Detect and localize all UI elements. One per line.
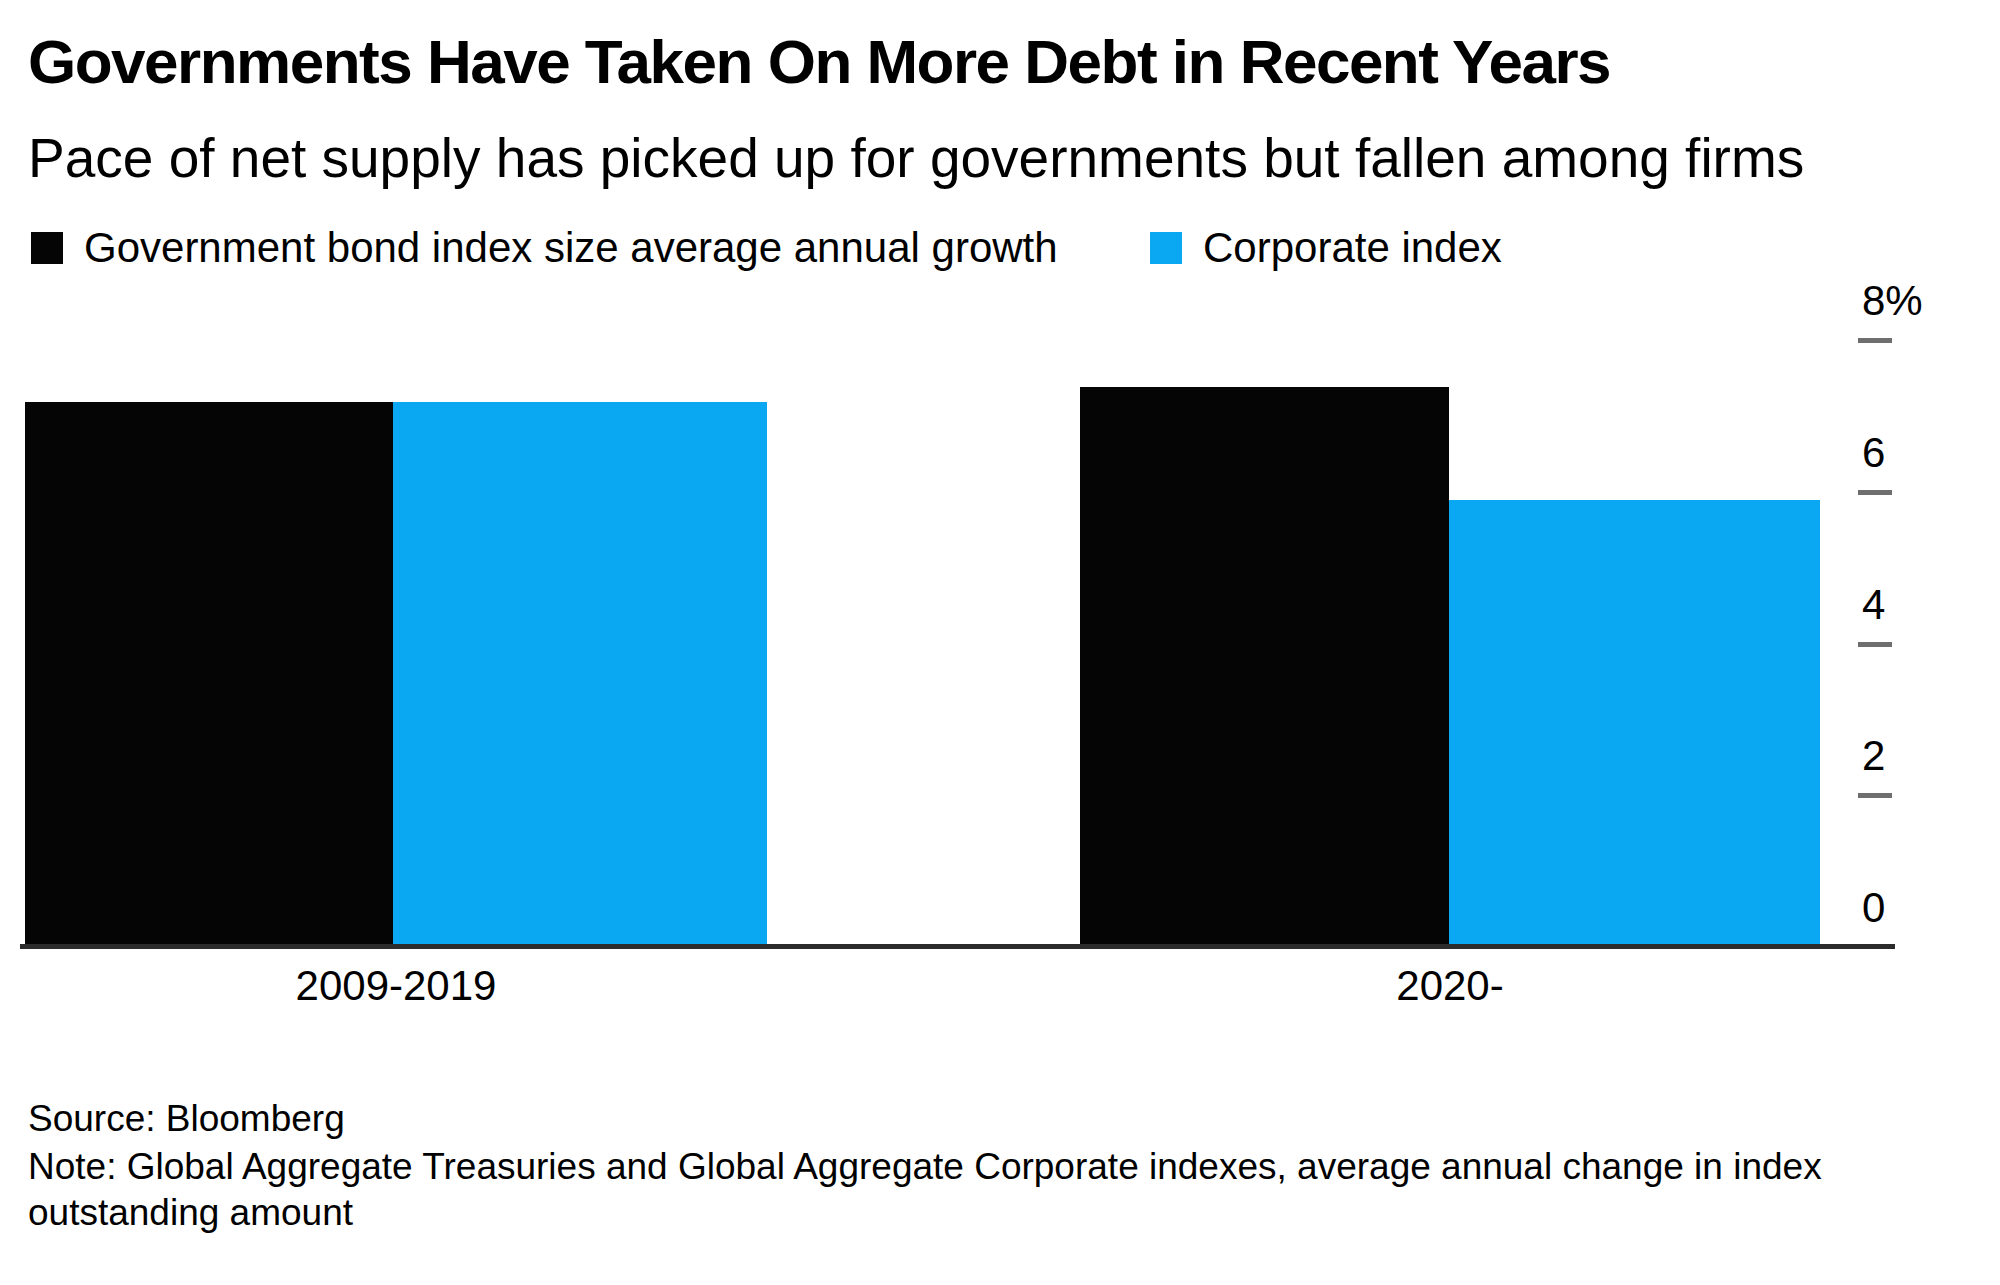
y-axis-tick xyxy=(1858,490,1892,495)
y-axis-label: 4 xyxy=(1862,584,1885,626)
y-axis-tick xyxy=(1858,642,1892,647)
x-axis-label-2009-2019: 2009-2019 xyxy=(296,962,497,1010)
bar-government-2020- xyxy=(1080,387,1449,948)
source-text: Source: Bloomberg xyxy=(28,1098,345,1140)
y-axis-tick xyxy=(1858,338,1892,343)
bar-government-2009-2019 xyxy=(25,402,393,948)
x-axis-label-2020: 2020- xyxy=(1396,962,1503,1010)
note-line-2: outstanding amount xyxy=(28,1190,1822,1236)
y-axis-label: 6 xyxy=(1862,432,1885,474)
y-axis-label: 8% xyxy=(1862,280,1923,322)
y-axis-label: 0 xyxy=(1862,887,1885,929)
y-axis-tick xyxy=(1858,793,1892,798)
note-line-1: Note: Global Aggregate Treasuries and Gl… xyxy=(28,1144,1822,1190)
bar-corporate-2009-2019 xyxy=(393,402,767,948)
x-axis-line xyxy=(20,944,1895,949)
plot-area: 2009-2019 2020- 0 2 4 6 8% xyxy=(0,0,2000,1285)
bar-corporate-2020- xyxy=(1449,500,1820,948)
y-axis-label: 2 xyxy=(1862,735,1885,777)
note-text: Note: Global Aggregate Treasuries and Gl… xyxy=(28,1144,1822,1236)
